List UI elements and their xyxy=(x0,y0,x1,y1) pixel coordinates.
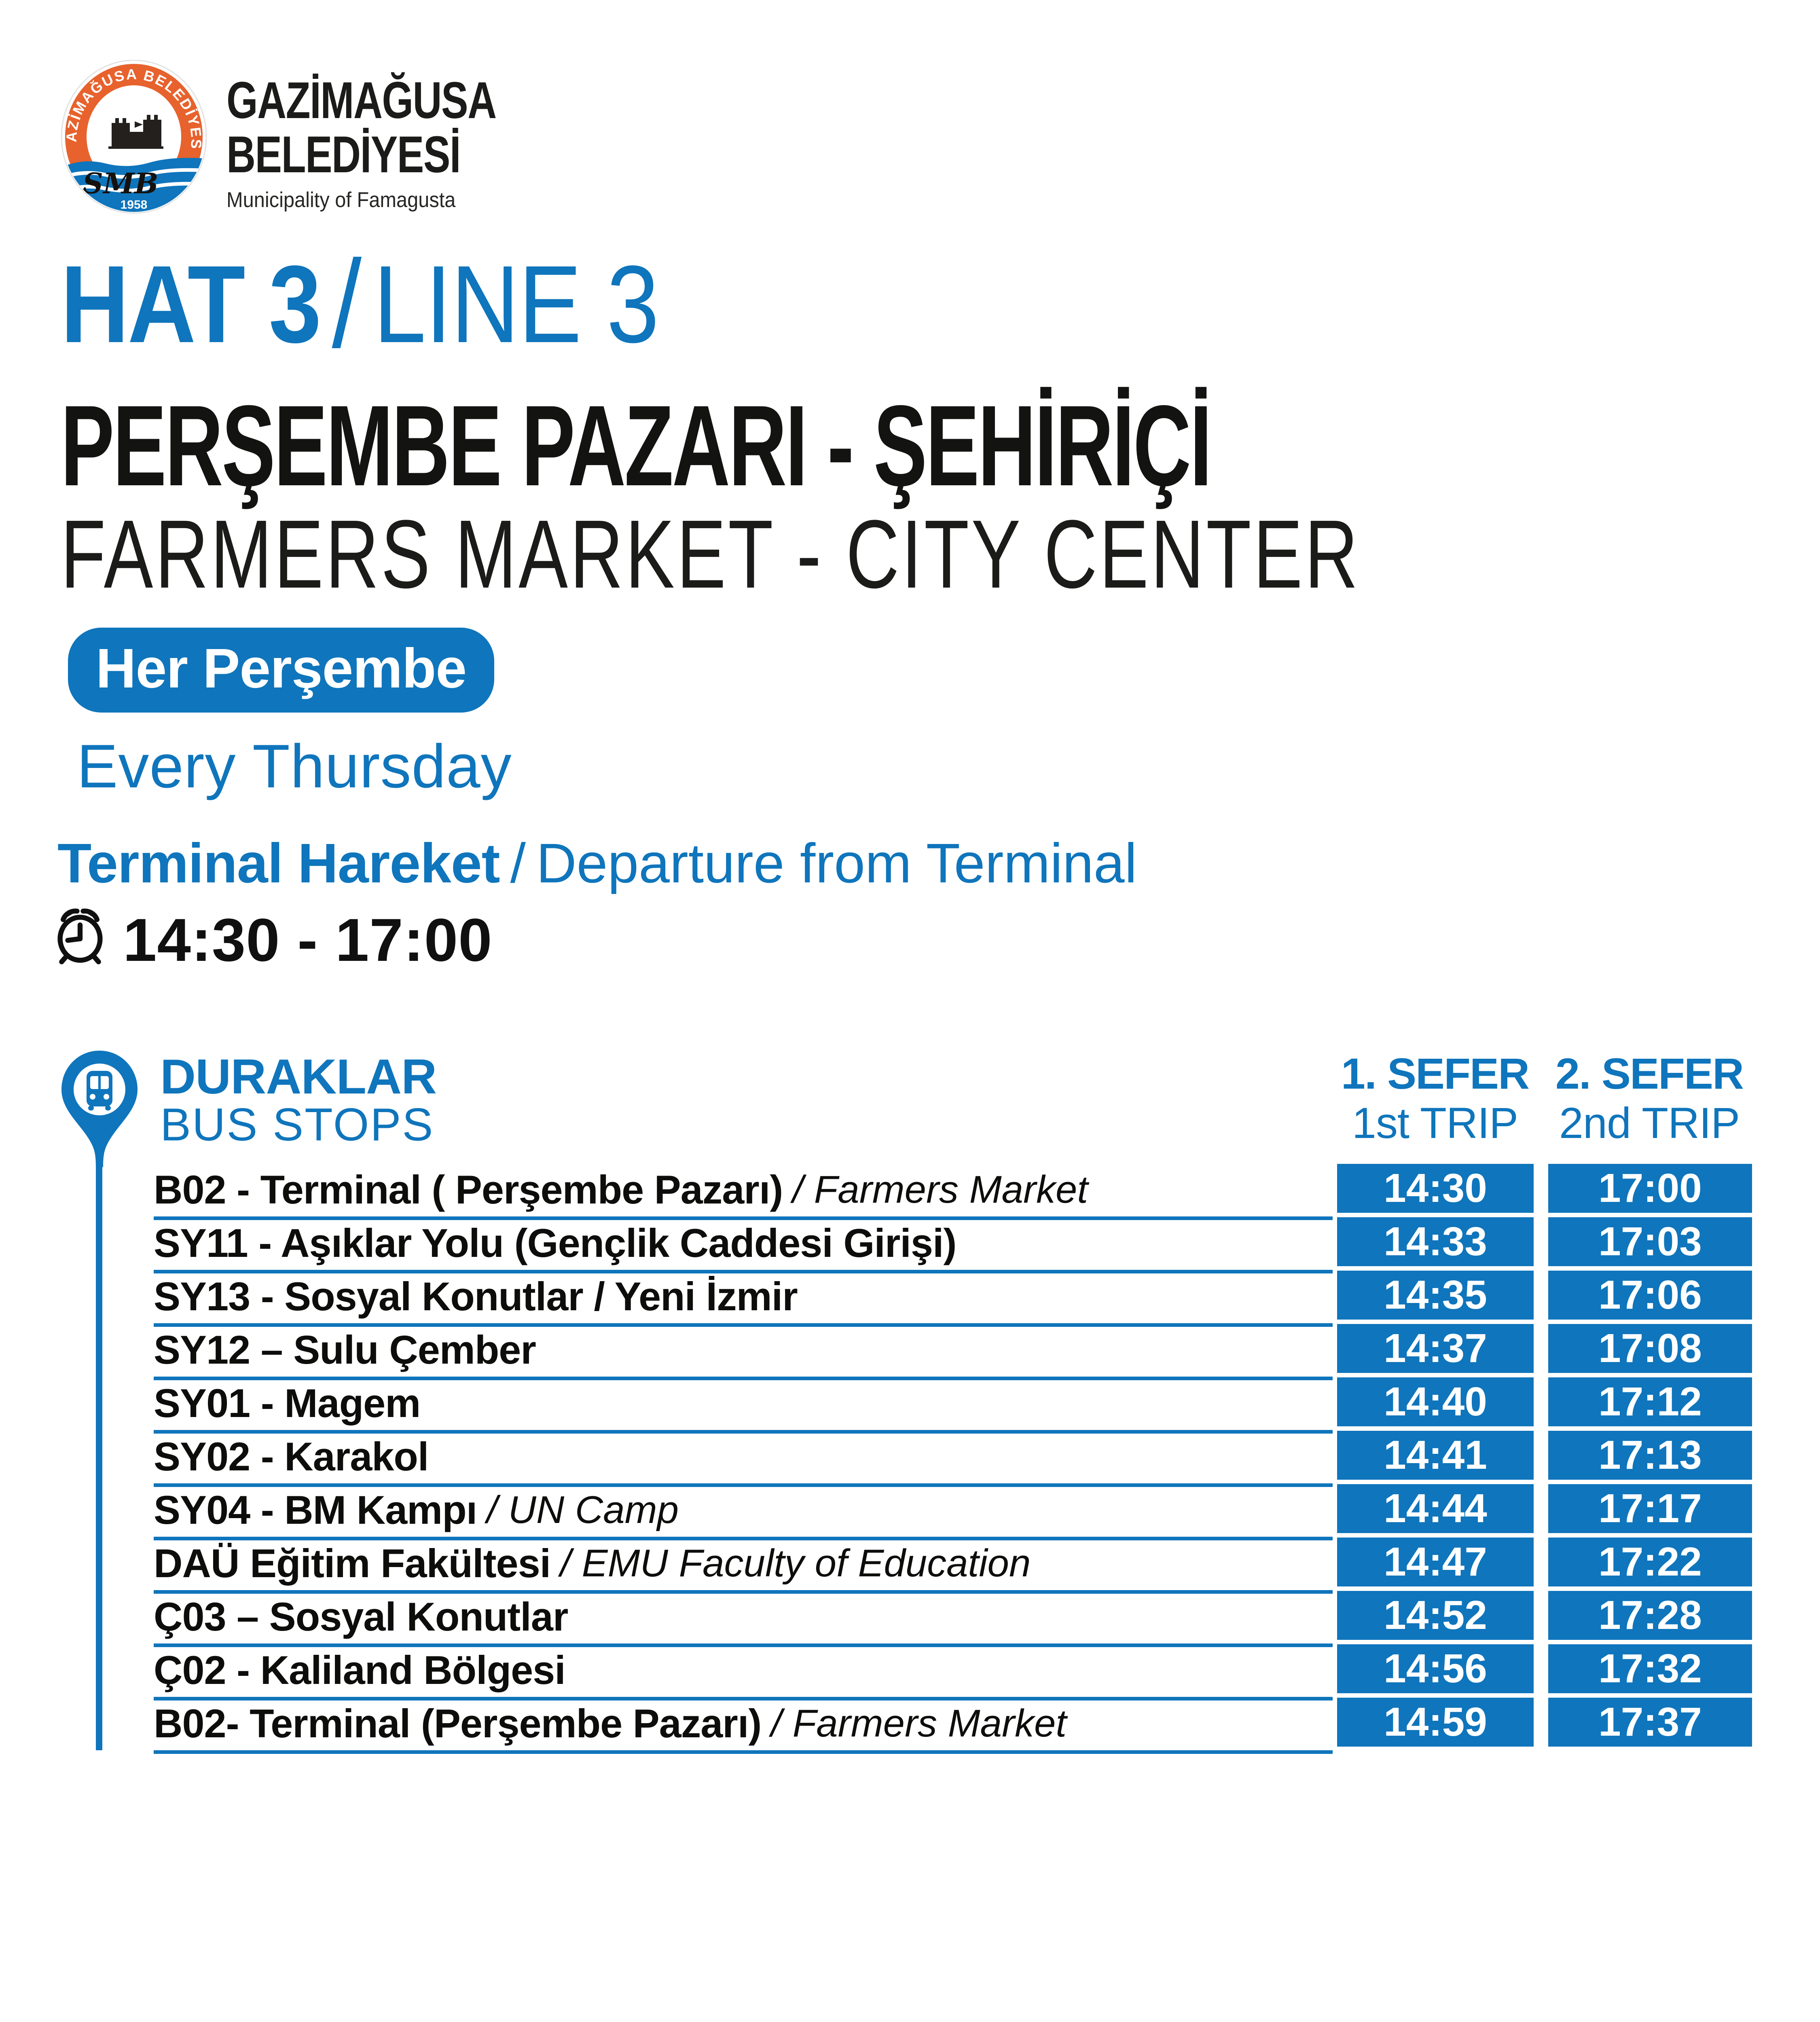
trip1-time-cell: 14:41 xyxy=(1337,1431,1534,1480)
stop-name-turkish: SY11 - Aşıklar Yolu (Gençlik Caddesi Gir… xyxy=(154,1220,957,1265)
trip2-time-cell: 17:13 xyxy=(1548,1431,1752,1480)
stop-name-turkish: SY13 - Sosyal Konutlar / Yeni İzmir xyxy=(154,1274,798,1319)
org-subtitle: Municipality of Famagusta xyxy=(226,188,456,212)
trip2-column-header-tr: 2. SEFER xyxy=(1555,1049,1744,1098)
trip2-time-cell: 17:32 xyxy=(1548,1644,1752,1693)
line-title-slash: / xyxy=(332,235,362,374)
trip2-time-cell: 17:12 xyxy=(1548,1377,1752,1426)
trip1-time-cell: 14:52 xyxy=(1337,1591,1534,1640)
route-title-turkish: PERŞEMBE PAZARI - ŞEHİRİÇİ xyxy=(61,382,1212,510)
trip1-time-cell: 14:35 xyxy=(1337,1271,1534,1320)
trip1-column-header-tr: 1. SEFER xyxy=(1341,1049,1530,1098)
stops-rail-line xyxy=(96,1165,102,1750)
trip2-time-cell: 17:17 xyxy=(1548,1484,1752,1533)
trip1-time-cell: 14:56 xyxy=(1337,1644,1534,1693)
stop-name-turkish: Ç02 - Kaliland Bölgesi xyxy=(154,1648,566,1692)
line-title-en: LINE 3 xyxy=(373,243,659,366)
table-row-stop: SY12 – Sulu Çember xyxy=(154,1323,1333,1380)
org-name-line1: GAZİMAĞUSA xyxy=(226,72,497,129)
trip1-time-cell: 14:40 xyxy=(1337,1377,1534,1426)
frequency-badge-label: Her Perşembe xyxy=(95,637,467,700)
stops-column-header-en: BUS STOPS xyxy=(160,1099,434,1151)
route-title-english: FARMERS MARKET - CITY CENTER xyxy=(61,500,1360,608)
trip2-time-cell: 17:37 xyxy=(1548,1698,1752,1747)
castle-illustration xyxy=(108,115,163,149)
table-row-stop: Ç03 – Sosyal Konutlar xyxy=(154,1590,1333,1647)
stop-name-english: / UN Camp xyxy=(487,1488,679,1531)
table-row-stop: SY02 - Karakol xyxy=(154,1430,1333,1487)
trip2-time-cell: 17:22 xyxy=(1548,1538,1752,1586)
stop-name-turkish: SY04 - BM Kampı xyxy=(154,1487,477,1532)
alarm-clock-icon xyxy=(57,908,103,964)
table-row-stop: DAÜ Eğitim Fakültesi / EMU Faculty of Ed… xyxy=(154,1537,1333,1594)
badge-year: 1958 xyxy=(121,198,148,212)
table-row-stop: SY13 - Sosyal Konutlar / Yeni İzmir xyxy=(154,1270,1333,1327)
stop-name-turkish: SY01 - Magem xyxy=(154,1381,421,1426)
trip2-column-header-en: 2nd TRIP xyxy=(1559,1098,1740,1147)
bus-icon xyxy=(87,1071,112,1110)
table-row-stop: Ç02 - Kaliland Bölgesi xyxy=(154,1643,1333,1701)
stop-name-english: / Farmers Market xyxy=(771,1702,1067,1745)
stop-name-turkish: B02 - Terminal ( Perşembe Pazarı) xyxy=(154,1167,783,1212)
badge-waves: SMB 1958 xyxy=(63,158,205,212)
line-title-tr: HAT 3 xyxy=(61,243,322,366)
badge-monogram: SMB xyxy=(83,167,158,200)
stop-name-turkish: SY12 – Sulu Çember xyxy=(154,1327,536,1372)
trip1-time-cell: 14:30 xyxy=(1337,1164,1534,1213)
trip1-column-header-en: 1st TRIP xyxy=(1352,1098,1518,1147)
trip1-time-cell: 14:59 xyxy=(1337,1698,1534,1747)
stop-name-english: / Farmers Market xyxy=(792,1168,1088,1211)
table-row-stop: SY11 - Aşıklar Yolu (Gençlik Caddesi Gir… xyxy=(154,1216,1333,1273)
trip1-time-cell: 14:33 xyxy=(1337,1217,1534,1266)
line-title: HAT 3/LINE 3 xyxy=(61,242,659,366)
frequency-english-label: Every Thursday xyxy=(77,732,512,801)
trip2-time-cell: 17:06 xyxy=(1548,1271,1752,1320)
stop-name-english: / EMU Faculty of Education xyxy=(560,1542,1031,1585)
stop-name-turkish: DAÜ Eğitim Fakültesi xyxy=(154,1541,551,1586)
table-row-stop: B02- Terminal (Perşembe Pazarı) / Farmer… xyxy=(154,1697,1333,1754)
departure-times: 14:30 - 17:00 xyxy=(123,906,493,974)
table-row-stop: SY01 - Magem xyxy=(154,1377,1333,1434)
organization-wordmark: GAZİMAĞUSA BELEDİYESİ Municipality of Fa… xyxy=(226,74,572,212)
trip2-time-cell: 17:28 xyxy=(1548,1591,1752,1640)
departure-heading-tr: Terminal Hareket xyxy=(57,832,500,895)
stop-name-turkish: B02- Terminal (Perşembe Pazarı) xyxy=(154,1701,762,1746)
org-name-line2: BELEDİYESİ xyxy=(226,126,461,184)
frequency-badge: Her Perşembe xyxy=(68,628,494,713)
departure-heading-slash: / xyxy=(510,832,526,895)
trip1-time-cell: 14:44 xyxy=(1337,1484,1534,1533)
departure-heading: Terminal Hareket / Departure from Terminal xyxy=(57,831,1137,896)
table-row-stop: SY04 - BM Kampı / UN Camp xyxy=(154,1483,1333,1540)
trip2-time-cell: 17:00 xyxy=(1548,1164,1752,1213)
bus-stop-pin-icon xyxy=(61,1051,138,1167)
table-row-stop: B02 - Terminal ( Perşembe Pazarı) / Farm… xyxy=(154,1163,1333,1220)
departure-heading-en: Departure from Terminal xyxy=(536,832,1137,895)
municipality-logo: SMB 1958 GAZİMAĞUSA BELEDİYESİ xyxy=(61,60,207,214)
stop-name-turkish: Ç03 – Sosyal Konutlar xyxy=(154,1594,568,1639)
stops-column-header-tr: DURAKLAR xyxy=(160,1049,437,1104)
trip1-time-cell: 14:37 xyxy=(1337,1324,1534,1373)
trip1-time-cell: 14:47 xyxy=(1337,1538,1534,1586)
trip2-time-cell: 17:03 xyxy=(1548,1217,1752,1266)
trip2-time-cell: 17:08 xyxy=(1548,1324,1752,1373)
stop-name-turkish: SY02 - Karakol xyxy=(154,1434,429,1479)
